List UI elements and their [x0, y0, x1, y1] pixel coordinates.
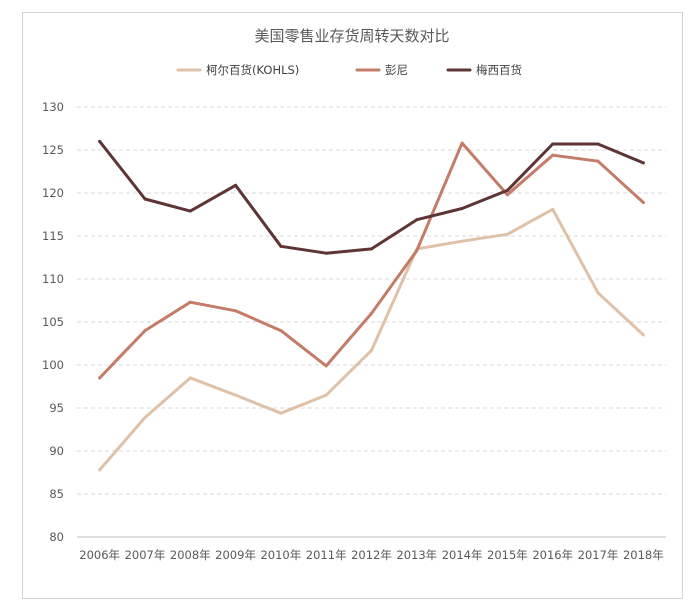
- x-tick-label: 2016年: [532, 548, 573, 562]
- data-point: [234, 183, 238, 187]
- x-tick-label: 2018年: [623, 548, 664, 562]
- legend-label: 梅西百货: [476, 63, 522, 77]
- data-point: [505, 188, 509, 192]
- chart-title: 美国零售业存货周转天数对比: [254, 27, 449, 45]
- data-point: [98, 139, 102, 143]
- data-point: [596, 291, 600, 295]
- data-point: [641, 161, 645, 165]
- y-tick-label: 125: [42, 143, 64, 157]
- data-point: [370, 348, 373, 352]
- y-tick-label: 115: [42, 229, 64, 243]
- y-tick-label: 105: [42, 315, 64, 329]
- series-line-1: [98, 141, 645, 380]
- x-tick-label: 2008年: [170, 548, 211, 562]
- y-tick-label: 110: [42, 272, 64, 286]
- data-point: [188, 209, 192, 213]
- data-point: [370, 311, 373, 315]
- data-point: [460, 206, 464, 210]
- x-tick-label: 2006年: [79, 548, 120, 562]
- data-point: [324, 364, 328, 368]
- x-tick-label: 2013年: [396, 548, 437, 562]
- y-tick-label: 85: [49, 487, 64, 501]
- grid: [77, 106, 666, 495]
- y-tick-label: 95: [49, 401, 64, 415]
- data-point: [143, 329, 147, 333]
- data-point: [279, 411, 283, 415]
- data-point: [98, 376, 102, 380]
- data-point: [460, 141, 464, 145]
- x-tick-label: 2015年: [487, 548, 528, 562]
- data-point: [415, 249, 419, 253]
- data-point: [596, 142, 600, 146]
- x-axis: 2006年 2007年 2008年 2009年 2010年 2011年 2012年 2013年…: [77, 536, 666, 562]
- data-point: [324, 251, 328, 255]
- data-point: [551, 153, 555, 157]
- data-point: [415, 218, 419, 222]
- legend-label: 柯尔百货(KOHLS): [206, 63, 299, 77]
- data-point: [234, 309, 238, 313]
- x-tick-label: 2007年: [125, 548, 166, 562]
- y-tick-label: 80: [49, 530, 64, 544]
- x-tick-label: 2014年: [442, 548, 483, 562]
- data-point: [279, 329, 283, 333]
- data-point: [234, 393, 238, 397]
- x-tick-label: 2011年: [306, 548, 347, 562]
- data-point: [641, 200, 645, 204]
- data-point: [551, 207, 555, 211]
- data-point: [98, 468, 102, 472]
- data-point: [505, 193, 509, 197]
- data-point: [505, 232, 509, 236]
- chart-frame: [22, 12, 683, 599]
- data-point: [324, 393, 328, 397]
- y-tick-label: 90: [49, 444, 64, 458]
- legend-label: 彭尼: [385, 63, 408, 77]
- y-tick-label: 100: [42, 358, 64, 372]
- y-axis: 80 85 90 95 100 105 110 115 120 125 130: [42, 100, 64, 544]
- data-point: [279, 244, 283, 248]
- data-point: [460, 239, 464, 243]
- data-point: [188, 376, 192, 380]
- data-point: [370, 247, 373, 251]
- x-tick-label: 2010年: [260, 548, 301, 562]
- data-point: [551, 142, 555, 146]
- x-tick-label: 2012年: [351, 548, 392, 562]
- data-point: [143, 415, 147, 419]
- data-point: [641, 333, 645, 337]
- data-point: [188, 300, 192, 304]
- y-tick-label: 120: [42, 186, 64, 200]
- data-point: [596, 159, 600, 163]
- x-tick-label: 2009年: [215, 548, 256, 562]
- y-tick-label: 130: [42, 100, 64, 114]
- legend: 柯尔百货(KOHLS) 彭尼 梅西百货: [176, 63, 522, 77]
- x-tick-label: 2017年: [578, 548, 619, 562]
- series-group: [98, 139, 645, 472]
- data-point: [143, 197, 147, 201]
